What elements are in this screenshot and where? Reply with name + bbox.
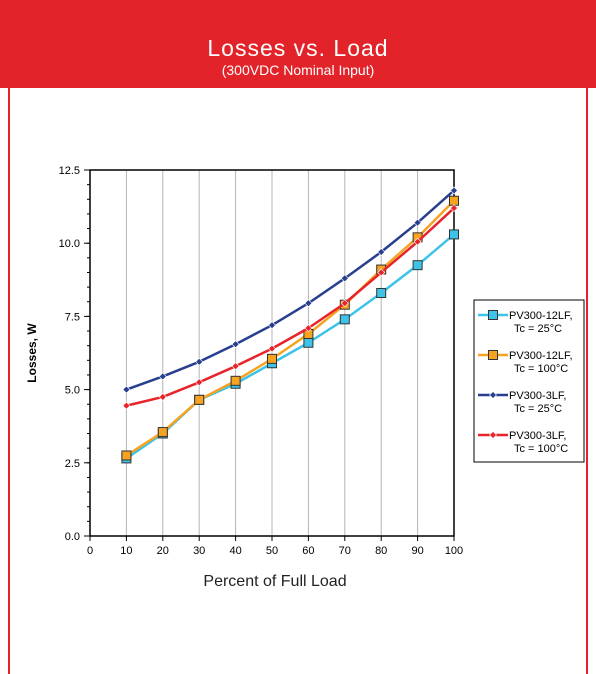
data-point xyxy=(268,344,276,353)
grid-lines xyxy=(125,170,419,536)
data-point xyxy=(340,274,349,283)
data-point xyxy=(488,310,498,320)
data-point xyxy=(340,299,349,308)
legend-label-sub: Tc = 25°C xyxy=(514,403,562,415)
axis-ticks: 0 10 20 30 40 50 60 70 80 90 100 0.0 2.5 5.0 7.5 10.0 12… xyxy=(59,165,464,557)
series-group xyxy=(121,186,459,464)
series-line xyxy=(125,189,455,391)
x-tick-label: 70 xyxy=(339,545,351,557)
data-point xyxy=(122,385,131,394)
data-point xyxy=(376,287,387,298)
legend-label: PV300-3LF, xyxy=(509,430,566,442)
data-point xyxy=(449,229,459,240)
x-tick-label: 100 xyxy=(445,545,463,557)
data-point xyxy=(303,337,314,348)
legend-item: PV300-3LF,Tc = 25°C xyxy=(478,390,566,415)
data-point xyxy=(194,394,205,405)
data-point xyxy=(377,268,386,277)
data-point xyxy=(412,260,423,271)
series xyxy=(121,195,459,461)
y-axis-label: Losses, W xyxy=(25,323,39,383)
data-point xyxy=(413,237,422,246)
legend-label: PV300-12LF, xyxy=(509,310,573,322)
x-tick-label: 50 xyxy=(266,545,278,557)
x-tick-label: 30 xyxy=(193,545,205,557)
data-point xyxy=(489,391,497,399)
x-tick-label: 40 xyxy=(229,545,241,557)
series xyxy=(122,186,458,394)
data-point xyxy=(231,340,240,349)
data-point xyxy=(195,357,204,366)
x-tick-label: 60 xyxy=(302,545,314,557)
data-point xyxy=(195,378,204,387)
y-tick-label: 7.5 xyxy=(65,311,80,323)
data-point xyxy=(158,392,167,401)
x-tick-label: 10 xyxy=(120,545,132,557)
legend-item: PV300-12LF,Tc = 25°C xyxy=(478,310,573,335)
data-point xyxy=(304,299,313,308)
page-subtitle: (300VDC Nominal Input) xyxy=(221,62,375,78)
data-point xyxy=(413,218,422,227)
title-banner: Losses vs. Load (300VDC Nominal Input) xyxy=(0,0,596,90)
legend-label-sub: Tc = 100°C xyxy=(514,443,568,455)
data-point xyxy=(450,186,458,195)
y-tick-label: 12.5 xyxy=(59,165,80,177)
frame-right-border xyxy=(586,88,588,674)
series-line xyxy=(126,207,455,407)
data-point xyxy=(121,450,132,461)
data-point xyxy=(267,353,277,364)
series-line xyxy=(125,199,455,457)
data-point xyxy=(230,375,241,386)
page-title: Losses vs. Load xyxy=(207,35,389,61)
legend-label: PV300-12LF, xyxy=(509,350,573,362)
y-tick-label: 10.0 xyxy=(59,238,80,250)
y-tick-label: 2.5 xyxy=(65,458,80,470)
data-point xyxy=(157,427,168,438)
data-point xyxy=(488,350,498,360)
data-point xyxy=(122,401,131,410)
data-point xyxy=(339,314,350,325)
series xyxy=(122,204,458,410)
legend-item: PV300-12LF,Tc = 100°C xyxy=(478,350,573,375)
x-tick-label: 20 xyxy=(157,545,169,557)
x-tick-label: 80 xyxy=(375,545,387,557)
x-tick-label: 90 xyxy=(411,545,423,557)
data-point xyxy=(158,372,167,381)
legend-item: PV300-3LF,Tc = 100°C xyxy=(478,430,568,455)
legend-label-sub: Tc = 100°C xyxy=(514,363,568,375)
data-point xyxy=(268,321,276,330)
x-tick-label: 0 xyxy=(87,545,93,557)
legend-label: PV300-3LF, xyxy=(509,390,566,402)
x-axis-label: Percent of Full Load xyxy=(203,573,346,590)
data-point xyxy=(304,324,313,333)
data-point xyxy=(489,431,497,439)
data-point xyxy=(449,195,459,206)
data-point xyxy=(231,362,240,371)
legend-label-sub: Tc = 25°C xyxy=(514,323,562,335)
frame-left-border xyxy=(8,88,10,674)
y-tick-label: 0.0 xyxy=(65,531,80,543)
y-tick-label: 5.0 xyxy=(65,385,80,397)
data-point xyxy=(377,248,386,256)
data-point xyxy=(450,204,458,212)
